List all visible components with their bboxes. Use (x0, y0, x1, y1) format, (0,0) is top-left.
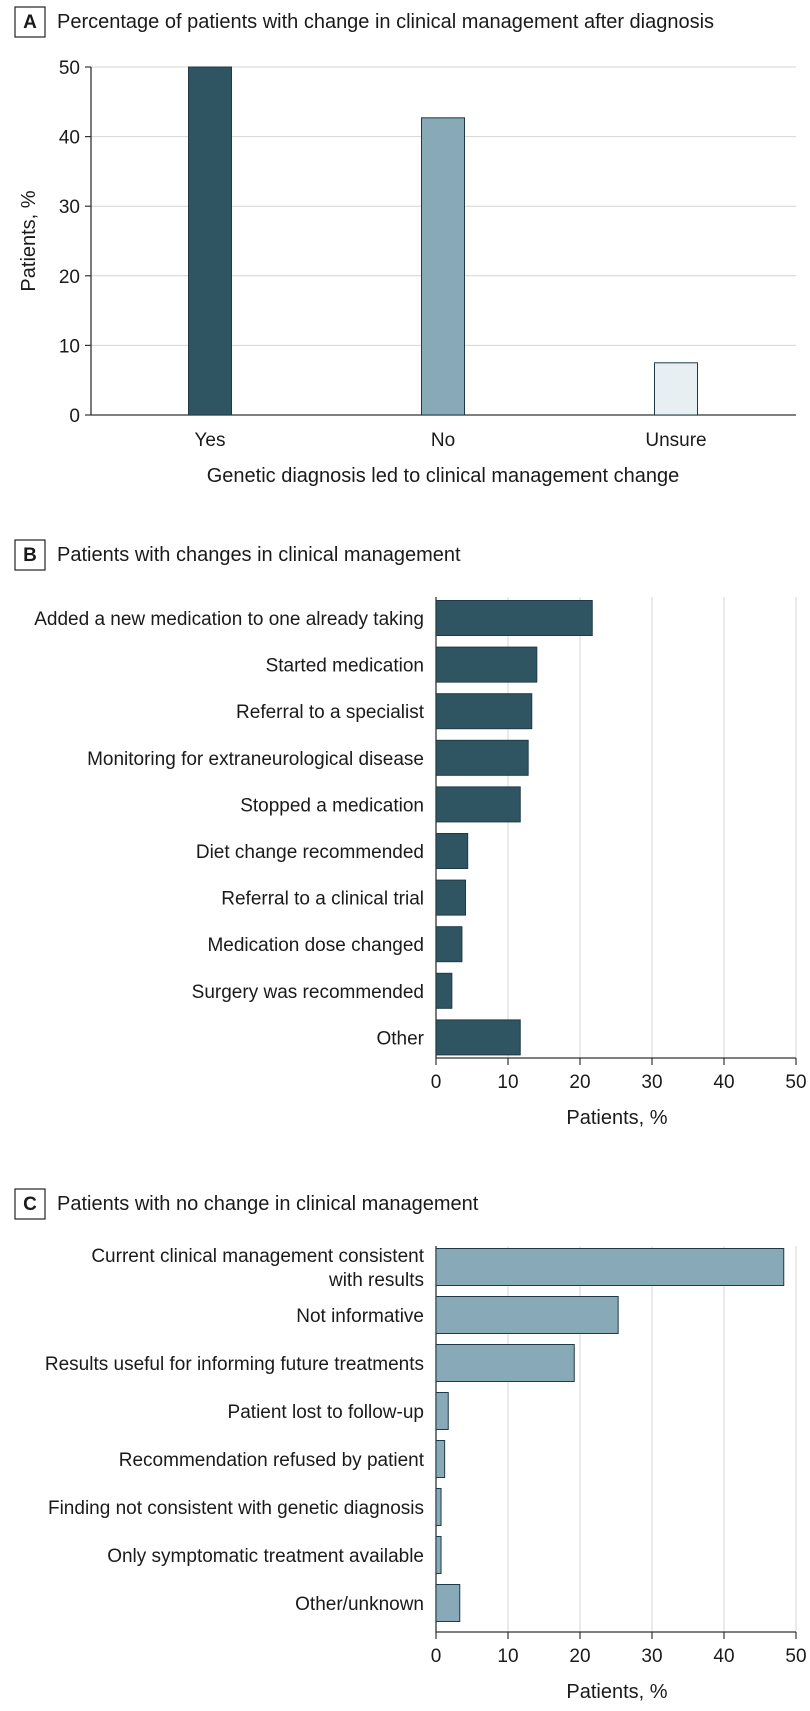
panel-a-xtick-label-no: No (431, 430, 455, 451)
panel-c-category-label-1: Not informative (296, 1306, 424, 1327)
panel-a-bar-no (421, 117, 465, 416)
panel-b-xtick-label-4: 40 (713, 1072, 734, 1093)
panel-c-bar-4 (435, 1440, 446, 1478)
panel-c-title: Patients with no change in clinical mana… (57, 1193, 479, 1215)
panel-b-category-label-5: Diet change recommended (196, 842, 424, 863)
panel-b-bar-3 (435, 739, 529, 776)
panel-c-category-label-5: Finding not consistent with genetic diag… (48, 1498, 424, 1519)
panel-b-xtick-label-2: 20 (569, 1072, 590, 1093)
panel-b-category-label-4: Stopped a medication (240, 795, 424, 816)
panel-c-xtick-label-2: 20 (569, 1646, 590, 1667)
panel-c-category-label-2: Results useful for informing future trea… (45, 1354, 424, 1375)
panel-a-ytick-label-5: 50 (59, 58, 80, 79)
panel-c-category-label-3: Patient lost to follow-up (228, 1402, 424, 1423)
panel-a-y-axis-label: Patients, % (18, 190, 40, 291)
panel-a-bar-unsure (654, 362, 698, 416)
panel-b-bar-1 (435, 646, 538, 683)
panel-b-bar-5 (435, 833, 469, 869)
panel-c-bar-6 (435, 1536, 442, 1574)
panel-a-ytick-label-4: 40 (59, 128, 80, 149)
panel-c-bar-3 (435, 1392, 449, 1430)
panel-b-bar-0 (435, 600, 593, 636)
panel-a-label: A (23, 12, 37, 33)
panel-c-xtick-label-1: 10 (497, 1646, 518, 1667)
panel-a-ytick-label-0: 0 (69, 406, 80, 427)
panel-a-xtick-label-unsure: Unsure (645, 430, 706, 451)
panel-c-category-label-4: Recommendation refused by patient (119, 1450, 425, 1471)
panel-c-xtick-label-5: 50 (785, 1646, 806, 1667)
panel-b-category-label-9: Other (376, 1028, 424, 1049)
panel-b-xtick-label-5: 50 (785, 1072, 806, 1093)
panel-a-label-box (14, 6, 46, 38)
panel-c-category-label-0-line-0: Current clinical management consistent (91, 1246, 424, 1267)
panel-b-category-label-1: Started medication (266, 656, 424, 677)
panel-b-category-label-6: Referral to a clinical trial (221, 889, 424, 910)
panel-c-x-axis-label: Patients, % (566, 1681, 667, 1703)
panel-a-x-axis-label: Genetic diagnosis led to clinical manage… (207, 465, 680, 487)
panel-b-bar-9 (435, 1019, 521, 1056)
panel-b-category-label-8: Surgery was recommended (192, 982, 424, 1003)
panel-b-label: B (23, 545, 37, 566)
panel-b-category-label-0: Added a new medication to one already ta… (34, 609, 424, 630)
panel-b-category-label-3: Monitoring for extraneurological disease (87, 749, 424, 770)
panel-c-bar-1 (435, 1296, 619, 1334)
panel-c-label: C (23, 1194, 37, 1215)
panel-b-category-label-2: Referral to a specialist (236, 702, 425, 723)
panel-c-label-box (14, 1188, 46, 1220)
panel-b-label-box (14, 539, 46, 571)
panel-b-bar-7 (435, 926, 463, 963)
panel-b-category-label-7: Medication dose changed (207, 935, 424, 956)
panel-c-xtick-label-3: 30 (641, 1646, 662, 1667)
panel-c-bar-7 (435, 1584, 461, 1622)
panel-b-xtick-label-1: 10 (497, 1072, 518, 1093)
panel-c-bar-5 (435, 1488, 442, 1526)
panel-a-ytick-label-3: 30 (59, 197, 80, 218)
panel-b-bar-6 (435, 879, 467, 916)
panel-a-ytick-label-2: 20 (59, 267, 80, 288)
panel-c-xtick-label-4: 40 (713, 1646, 734, 1667)
panel-b-bar-4 (435, 786, 521, 823)
panel-b-bar-2 (435, 693, 533, 730)
panel-c-category-label-7: Other/unknown (295, 1594, 424, 1615)
panel-a-ytick-label-1: 10 (59, 336, 80, 357)
panel-c-bar-2 (435, 1344, 575, 1382)
panel-c-category-label-6: Only symptomatic treatment available (107, 1546, 424, 1567)
panel-a-xtick-label-yes: Yes (195, 430, 226, 451)
panel-b-xtick-label-0: 0 (431, 1072, 442, 1093)
panel-a-title: Percentage of patients with change in cl… (57, 11, 714, 33)
panel-b-title: Patients with changes in clinical manage… (57, 544, 461, 566)
panel-a-bar-yes (188, 66, 232, 416)
panel-c-bar-0 (435, 1248, 785, 1286)
panel-c-category-label-0-line-1: with results (328, 1270, 424, 1291)
panel-b-x-axis-label: Patients, % (566, 1107, 667, 1129)
panel-b-bar-8 (435, 972, 453, 1009)
panel-c-xtick-label-0: 0 (431, 1646, 442, 1667)
panel-b-xtick-label-3: 30 (641, 1072, 662, 1093)
